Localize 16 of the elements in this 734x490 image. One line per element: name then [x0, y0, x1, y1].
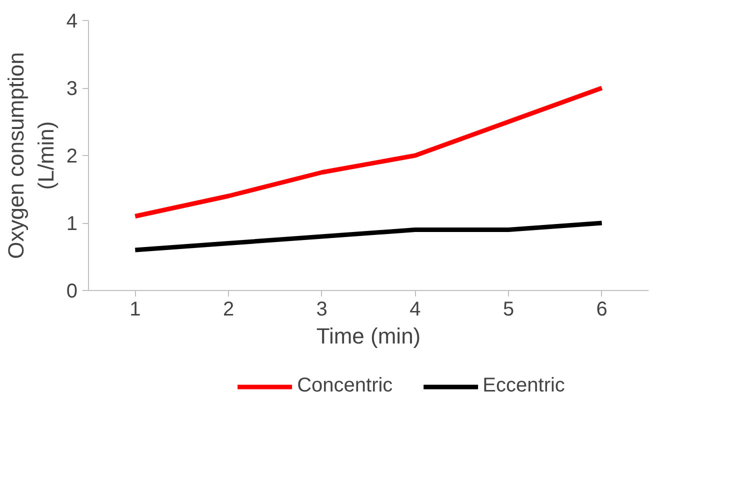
legend-label: Concentric	[297, 374, 393, 398]
y-tick-label: 2	[66, 146, 78, 168]
y-tick-label: 1	[66, 213, 78, 235]
y-axis-title: Oxygen consumption (L/min)	[3, 52, 58, 259]
x-axis-title: Time (min)	[316, 324, 421, 348]
x-tick-label: 2	[222, 298, 234, 320]
line-series	[132, 86, 604, 218]
x-tick-label: 4	[410, 298, 421, 320]
y-tick-label: 4	[66, 10, 78, 32]
x-tick-label: 5	[502, 298, 514, 320]
x-tick-label: 3	[316, 298, 328, 320]
y-tick-label: 0	[66, 280, 78, 302]
legend-label: Eccentric	[482, 374, 565, 398]
x-tick-label: 1	[130, 298, 141, 320]
x-tick-label: 6	[596, 298, 608, 320]
y-tick-label: 3	[66, 78, 78, 100]
